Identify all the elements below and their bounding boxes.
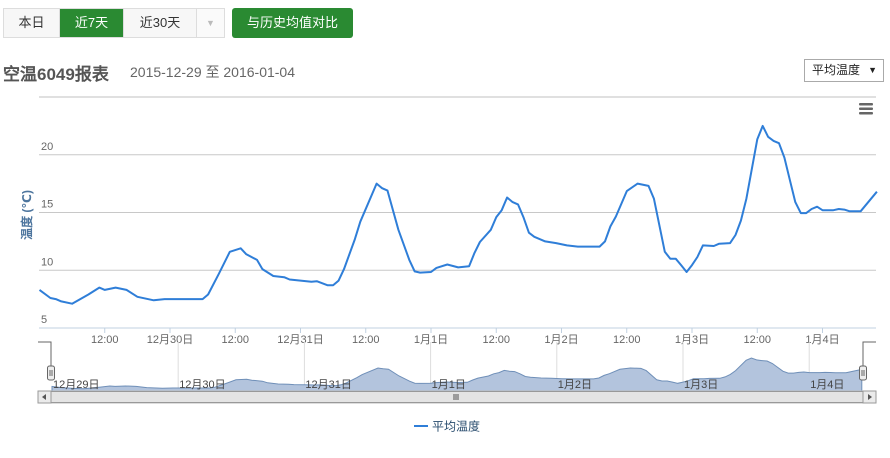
- report-date-range: 2015-12-29 至 2016-01-04: [130, 64, 296, 80]
- navigator-tick-label: 1月2日: [558, 379, 592, 391]
- navigator-tick-label: 1月1日: [432, 379, 466, 391]
- x-tick-label: 12:00: [613, 334, 641, 346]
- range-30-days-button[interactable]: 近30天: [124, 9, 197, 37]
- context-menu-button[interactable]: [858, 102, 874, 116]
- handle-grip-icon: [859, 365, 867, 381]
- y-axis-title: 温度 (℃): [19, 190, 34, 240]
- handle-grip-icon: [47, 365, 55, 381]
- navigator-tick-label: 12月30日: [179, 379, 225, 391]
- x-tick-label: 1月1日: [414, 334, 448, 346]
- range-today-button[interactable]: 本日: [4, 9, 60, 37]
- navigator-handle-left[interactable]: [47, 365, 55, 381]
- range-7-days-button[interactable]: 近7天: [60, 9, 124, 37]
- x-tick-label: 12:00: [221, 334, 249, 346]
- scrollbar-thumb[interactable]: [50, 391, 864, 403]
- metric-select[interactable]: 平均温度 ▼: [804, 59, 884, 82]
- y-tick-label: 20: [41, 141, 53, 153]
- menu-icon: [859, 103, 873, 115]
- x-tick-label: 12月30日: [147, 334, 193, 346]
- x-tick-label: 12:00: [743, 334, 771, 346]
- range-more-dropdown[interactable]: ▼: [197, 9, 224, 37]
- x-tick-label: 12月31日: [277, 334, 323, 346]
- temperature-chart: 5 10 15 20 12:00 12月30日 12:00 12月31日 12:00 1月1日 1…: [0, 86, 890, 453]
- metric-select-value: 平均温度: [812, 63, 861, 77]
- report-title: 空温6049报表: [3, 65, 109, 84]
- y-tick-label: 10: [41, 256, 53, 268]
- navigator-tick-label: 1月3日: [684, 379, 718, 391]
- navigator-handle-right[interactable]: [859, 365, 867, 381]
- caret-down-icon: ▼: [206, 18, 215, 28]
- legend-label: 平均温度: [432, 419, 480, 434]
- compare-history-button[interactable]: 与历史均值对比: [232, 8, 353, 38]
- navigator-tick-label: 1月4日: [810, 379, 844, 391]
- range-button-group: 本日 近7天 近30天 ▼: [3, 8, 225, 38]
- legend-item-avg-temp[interactable]: 平均温度: [414, 419, 480, 434]
- x-tick-label: 12:00: [352, 334, 380, 346]
- series-line-avg-temp: [38, 124, 878, 305]
- scrollbar[interactable]: [37, 390, 877, 404]
- y-tick-label: 15: [41, 199, 53, 211]
- x-tick-label: 1月2日: [544, 334, 578, 346]
- x-tick-label: 1月4日: [805, 334, 839, 346]
- navigator[interactable]: 12月29日 12月30日 12月31日 1月1日 1月2日 1月3日 1月4日: [38, 341, 876, 392]
- arrow-right-icon: [868, 394, 872, 400]
- y-tick-label: 5: [41, 314, 47, 326]
- x-tick-label: 12:00: [91, 334, 119, 346]
- navigator-tick-label: 12月31日: [305, 379, 351, 391]
- caret-down-icon: ▼: [868, 65, 877, 75]
- navigator-tick-label: 12月29日: [53, 379, 99, 391]
- navigator-area: [51, 357, 863, 392]
- arrow-left-icon: [42, 394, 46, 400]
- x-tick-label: 12:00: [482, 334, 510, 346]
- x-tick-label: 1月3日: [675, 334, 709, 346]
- navigator-outline: [38, 341, 876, 366]
